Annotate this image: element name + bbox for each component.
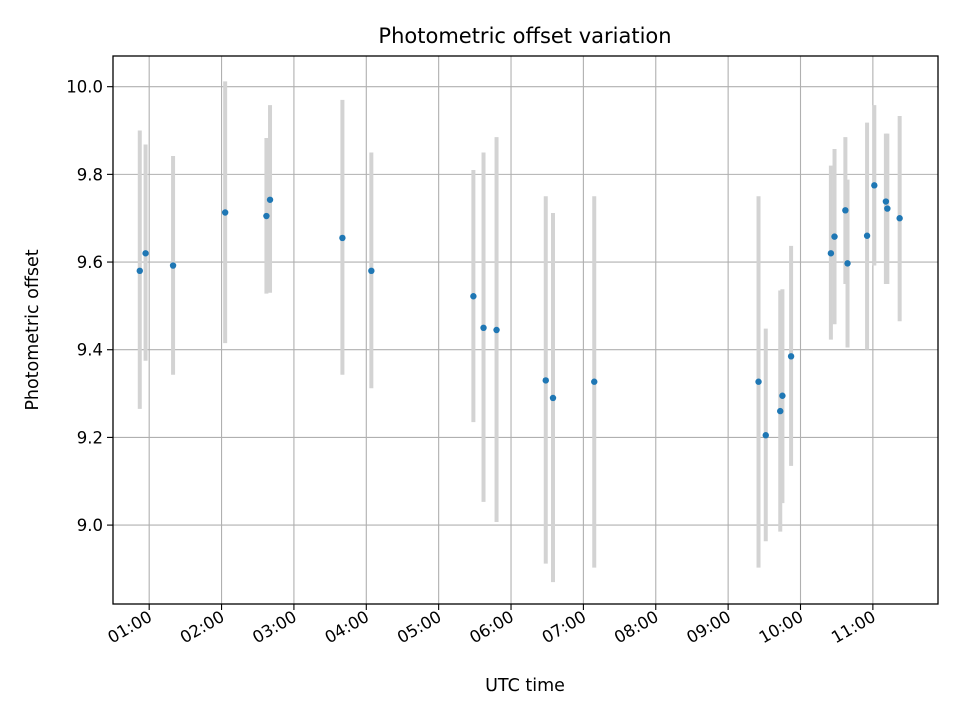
y-tick-label: 9.6 xyxy=(77,253,103,272)
y-tick-label: 9.0 xyxy=(77,516,103,535)
data-point xyxy=(221,209,229,216)
data-point xyxy=(755,378,762,385)
y-axis-label: Photometric offset xyxy=(23,249,43,410)
data-point xyxy=(142,250,149,257)
data-point xyxy=(263,212,270,220)
data-point xyxy=(542,377,549,384)
x-axis-ticks: 01:00 02:00 03:00 04:00 05:00 06:00 07:00 08:00… xyxy=(104,604,879,647)
data-point xyxy=(169,262,177,269)
x-tick-label: 11:00 xyxy=(828,607,879,647)
x-axis-label: UTC time xyxy=(485,676,565,696)
data-point xyxy=(787,353,795,360)
error-bars xyxy=(137,81,902,583)
data-points xyxy=(136,182,903,439)
data-point xyxy=(136,267,143,275)
x-tick-label: 02:00 xyxy=(177,607,228,647)
data-point xyxy=(779,392,786,399)
x-tick-label: 05:00 xyxy=(394,607,445,647)
x-tick-label: 09:00 xyxy=(683,607,734,647)
y-tick-label: 9.4 xyxy=(77,341,103,360)
data-point xyxy=(863,232,871,239)
data-point xyxy=(591,378,598,385)
y-axis-ticks: 9.0 9.2 9.4 9.6 9.8 10.0 xyxy=(66,78,113,535)
data-point xyxy=(368,267,375,275)
data-point xyxy=(842,207,849,214)
x-tick-label: 07:00 xyxy=(539,607,590,647)
plot-frame xyxy=(112,55,939,605)
data-point xyxy=(827,250,835,257)
x-tick-label: 06:00 xyxy=(466,607,517,647)
data-point xyxy=(549,394,557,402)
data-point xyxy=(470,293,477,300)
x-tick-label: 10:00 xyxy=(756,607,807,647)
data-point xyxy=(266,196,274,203)
data-point xyxy=(762,432,769,439)
data-point xyxy=(871,182,878,189)
data-point xyxy=(882,198,890,205)
data-point xyxy=(339,234,346,242)
chart-title: Photometric offset variation xyxy=(378,24,671,48)
data-point xyxy=(884,205,891,212)
grid-lines xyxy=(113,56,938,604)
data-point xyxy=(480,324,487,332)
data-point xyxy=(493,326,500,334)
x-tick-label: 01:00 xyxy=(104,607,155,647)
data-point xyxy=(831,233,838,240)
x-tick-label: 08:00 xyxy=(611,607,662,647)
data-point xyxy=(844,260,851,267)
y-tick-label: 10.0 xyxy=(66,78,103,97)
y-tick-label: 9.2 xyxy=(77,428,103,447)
y-tick-label: 9.8 xyxy=(77,165,103,184)
data-point xyxy=(896,215,903,222)
x-tick-label: 03:00 xyxy=(249,607,300,647)
x-tick-label: 04:00 xyxy=(322,607,373,647)
data-point xyxy=(777,407,784,415)
